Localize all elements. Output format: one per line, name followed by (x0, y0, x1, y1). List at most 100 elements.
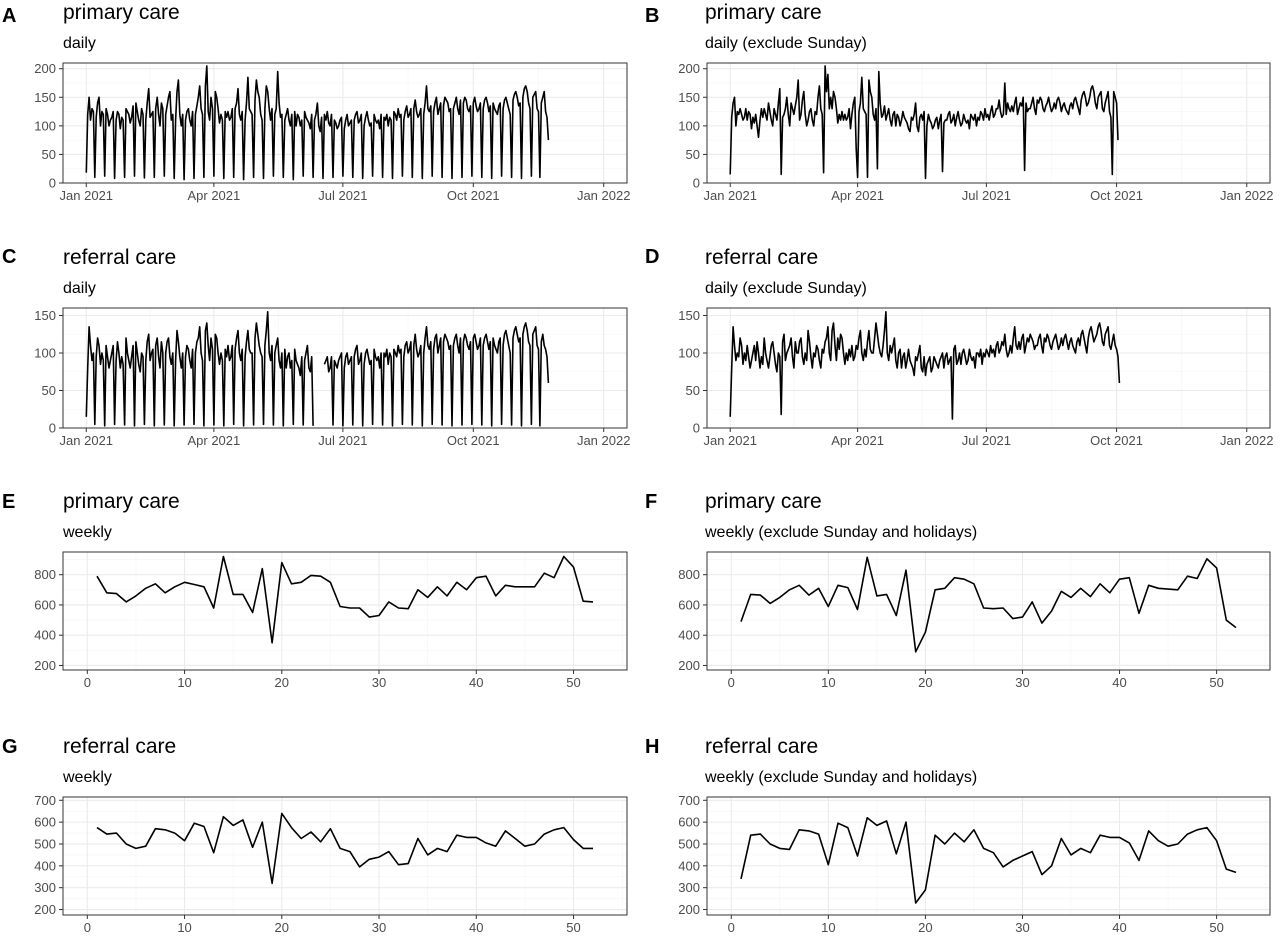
panel-tag: H (645, 736, 659, 758)
y-tick-label: 50 (686, 147, 700, 162)
panel-title: referral care (63, 735, 176, 758)
x-tick-label: 10 (177, 920, 191, 935)
panel-frame (62, 307, 628, 429)
x-tick-label: Jan 2022 (577, 433, 631, 448)
y-tick-label: 400 (678, 858, 700, 873)
panel-title: referral care (63, 246, 176, 269)
y-tick-label: 100 (34, 346, 56, 361)
y-tick-label: 600 (678, 597, 700, 612)
y-tick-label: 200 (678, 61, 700, 76)
x-tick-label: Jan 2021 (60, 188, 114, 203)
panel-subtitle: daily (exclude Sunday) (705, 280, 867, 297)
y-tick-label: 800 (678, 567, 700, 582)
x-tick-label: Jan 2022 (577, 188, 631, 203)
x-tick-label: Jul 2021 (318, 188, 367, 203)
y-tick-label: 200 (34, 61, 56, 76)
panel-subtitle: daily (exclude Sunday) (705, 35, 867, 52)
panel-tag: B (645, 5, 659, 27)
y-tick-label: 400 (34, 858, 56, 873)
x-tick-label: 30 (1015, 675, 1029, 690)
x-tick-label: Apr 2021 (831, 188, 884, 203)
panel-tag: D (645, 246, 659, 268)
panel-title: primary care (705, 1, 822, 24)
y-tick-label: 800 (34, 567, 56, 582)
y-tick-label: 500 (678, 836, 700, 851)
x-tick-label: Jul 2021 (318, 433, 367, 448)
x-tick-label: Jan 2022 (1220, 433, 1274, 448)
x-tick-label: Apr 2021 (831, 433, 884, 448)
series-line-c (85, 311, 550, 427)
x-tick-label: Oct 2021 (1090, 188, 1143, 203)
y-tick-label: 150 (34, 90, 56, 105)
x-tick-label: 0 (84, 920, 91, 935)
x-tick-label: 10 (821, 920, 835, 935)
x-tick-label: Oct 2021 (447, 433, 500, 448)
series-line-g (96, 812, 593, 885)
x-tick-label: 30 (1015, 920, 1029, 935)
panel-frame (62, 796, 628, 916)
x-tick-label: 50 (566, 920, 580, 935)
series-line-a (85, 65, 550, 181)
y-tick-label: 50 (42, 147, 56, 162)
y-tick-label: 0 (693, 176, 700, 191)
y-tick-label: 400 (34, 628, 56, 643)
series-line-e (96, 555, 594, 644)
x-tick-label: Jan 2021 (60, 433, 114, 448)
panel-frame (62, 551, 628, 671)
x-tick-label: Jan 2021 (703, 433, 757, 448)
y-tick-label: 200 (678, 902, 700, 917)
x-tick-label: Apr 2021 (187, 188, 240, 203)
y-tick-label: 700 (34, 793, 56, 808)
x-tick-label: 50 (1209, 675, 1223, 690)
panel-subtitle: daily (63, 35, 96, 52)
x-tick-label: 10 (177, 675, 191, 690)
panel-title: primary care (705, 490, 822, 513)
panel-frame (706, 62, 1271, 184)
y-tick-label: 200 (34, 902, 56, 917)
x-tick-label: 20 (918, 675, 932, 690)
y-tick-label: 300 (34, 880, 56, 895)
panel-tag: E (2, 491, 15, 513)
panel-frame (706, 307, 1271, 429)
series-line-d (729, 311, 1121, 420)
panel-frame (62, 62, 628, 184)
x-tick-label: Jul 2021 (962, 188, 1011, 203)
x-tick-label: 30 (372, 675, 386, 690)
x-tick-label: Jan 2021 (703, 188, 757, 203)
y-tick-label: 500 (34, 836, 56, 851)
y-tick-label: 150 (678, 308, 700, 323)
y-tick-label: 400 (678, 628, 700, 643)
series-line-h (740, 817, 1237, 904)
panel-frame (706, 796, 1271, 916)
y-tick-label: 100 (678, 118, 700, 133)
panel-title: referral care (705, 735, 818, 758)
x-tick-label: 50 (1209, 920, 1223, 935)
y-tick-label: 150 (34, 308, 56, 323)
x-tick-label: 50 (566, 675, 580, 690)
panel-tag: G (2, 736, 18, 758)
panel-tag: C (2, 246, 16, 268)
x-tick-label: Oct 2021 (447, 188, 500, 203)
x-tick-label: 0 (728, 675, 735, 690)
panel-frame (706, 551, 1271, 671)
y-tick-label: 100 (678, 346, 700, 361)
x-tick-label: 10 (821, 675, 835, 690)
x-tick-label: 20 (275, 675, 289, 690)
y-tick-label: 150 (678, 90, 700, 105)
y-tick-label: 100 (34, 118, 56, 133)
y-tick-label: 600 (34, 597, 56, 612)
panel-title: primary care (63, 490, 180, 513)
x-tick-label: 40 (469, 675, 483, 690)
panel-subtitle: weekly (62, 524, 112, 541)
y-tick-label: 200 (34, 658, 56, 673)
panel-subtitle: weekly (exclude Sunday and holidays) (704, 769, 977, 786)
x-tick-label: 30 (372, 920, 386, 935)
x-tick-label: Jan 2022 (1220, 188, 1274, 203)
